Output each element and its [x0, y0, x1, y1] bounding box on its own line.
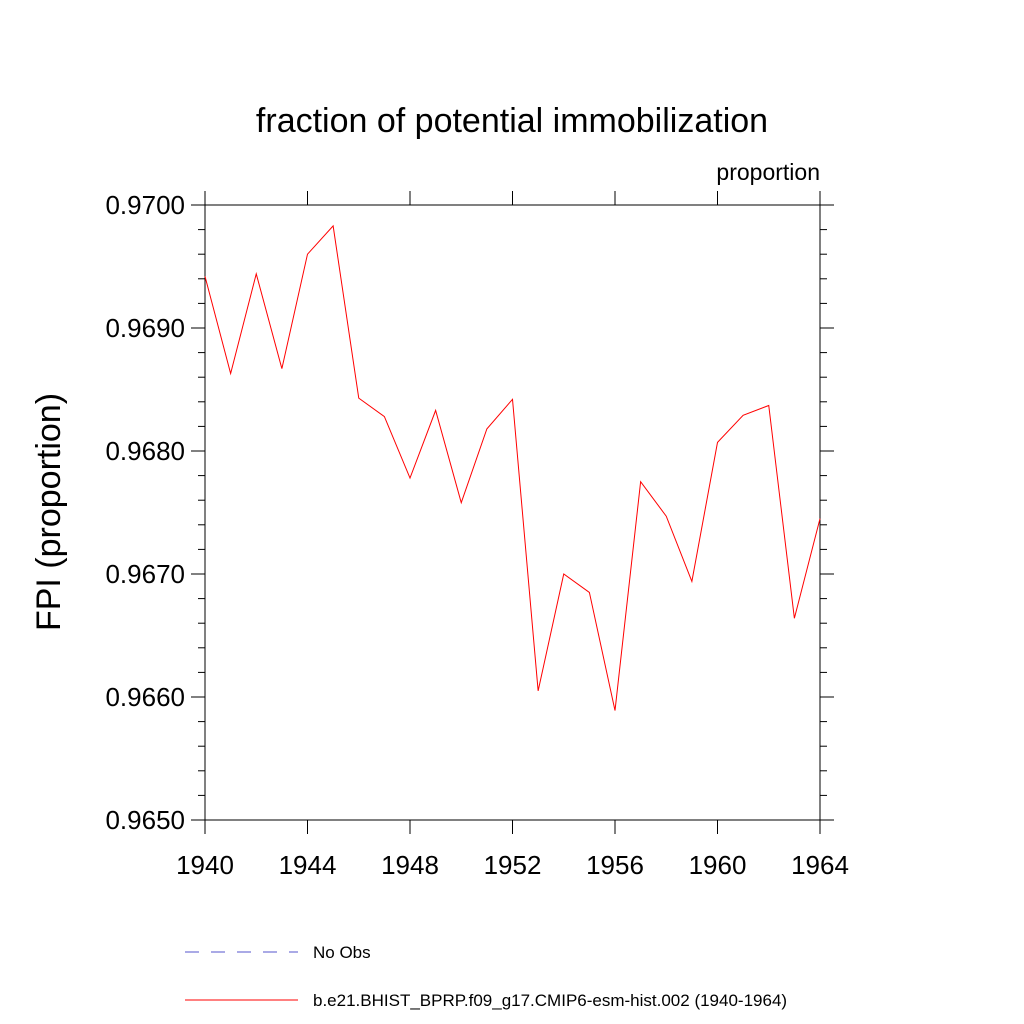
x-tick-label: 1960 [689, 850, 747, 880]
x-tick-label: 1944 [279, 850, 337, 880]
plot-area-frame [204, 204, 821, 821]
x-tick-label: 1964 [791, 850, 849, 880]
chart-subtitle: proportion [716, 159, 820, 185]
chart-title: fraction of potential immobilization [256, 102, 768, 140]
y-tick-label: 0.9650 [105, 805, 185, 835]
y-tick-label: 0.9700 [105, 190, 185, 220]
legend-label: No Obs [313, 943, 371, 962]
x-tick-label: 1940 [176, 850, 234, 880]
series-line [204, 224, 821, 711]
x-tick-label: 1952 [484, 850, 542, 880]
y-tick-label: 0.9680 [105, 436, 185, 466]
axis-ticks: 0.9650 0.9660 0.9670 0.9680 0.9690 0.9700 1940… [105, 190, 848, 880]
y-tick-label: 0.9670 [105, 559, 185, 589]
legend-label: b.e21.BHIST_BPRP.f09_g17.CMIP6-esm-hist.… [313, 991, 787, 1010]
y-tick-label: 0.9690 [105, 313, 185, 343]
x-tick-label: 1956 [586, 850, 644, 880]
y-axis-label: FPI (proportion) [30, 393, 68, 631]
legend: No Obs b.e21.BHIST_BPRP.f09_g17.CMIP6-esm… [185, 943, 787, 1010]
y-tick-label: 0.9660 [105, 682, 185, 712]
x-tick-label: 1948 [381, 850, 439, 880]
series-group [204, 224, 821, 711]
